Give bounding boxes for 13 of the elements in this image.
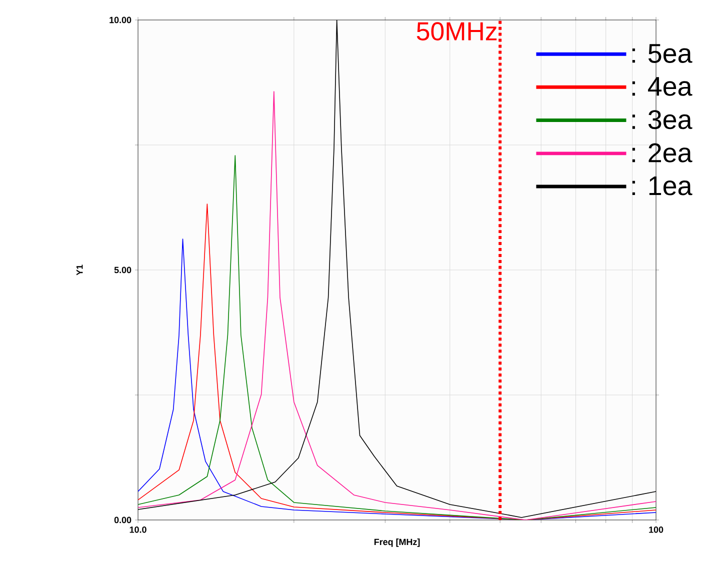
legend-label: : 5ea — [632, 44, 692, 63]
y-tick-label: 0.00 — [114, 516, 132, 524]
legend-label: : 1ea — [632, 176, 692, 196]
legend-label: : 3ea — [632, 110, 692, 130]
x-tick-label: 100 — [649, 526, 664, 533]
x-tick-label: 10.0 — [130, 526, 146, 533]
y-axis-title: Y1 — [76, 264, 83, 276]
y-tick-label: 10.00 — [110, 16, 132, 24]
y-tick-label: 5.00 — [114, 266, 132, 274]
legend-label: : 4ea — [632, 77, 692, 96]
x-axis-title: Freq [MHz] — [374, 538, 420, 547]
ref-line-label: 50MHz — [416, 22, 497, 41]
legend-label: : 2ea — [632, 143, 692, 162]
